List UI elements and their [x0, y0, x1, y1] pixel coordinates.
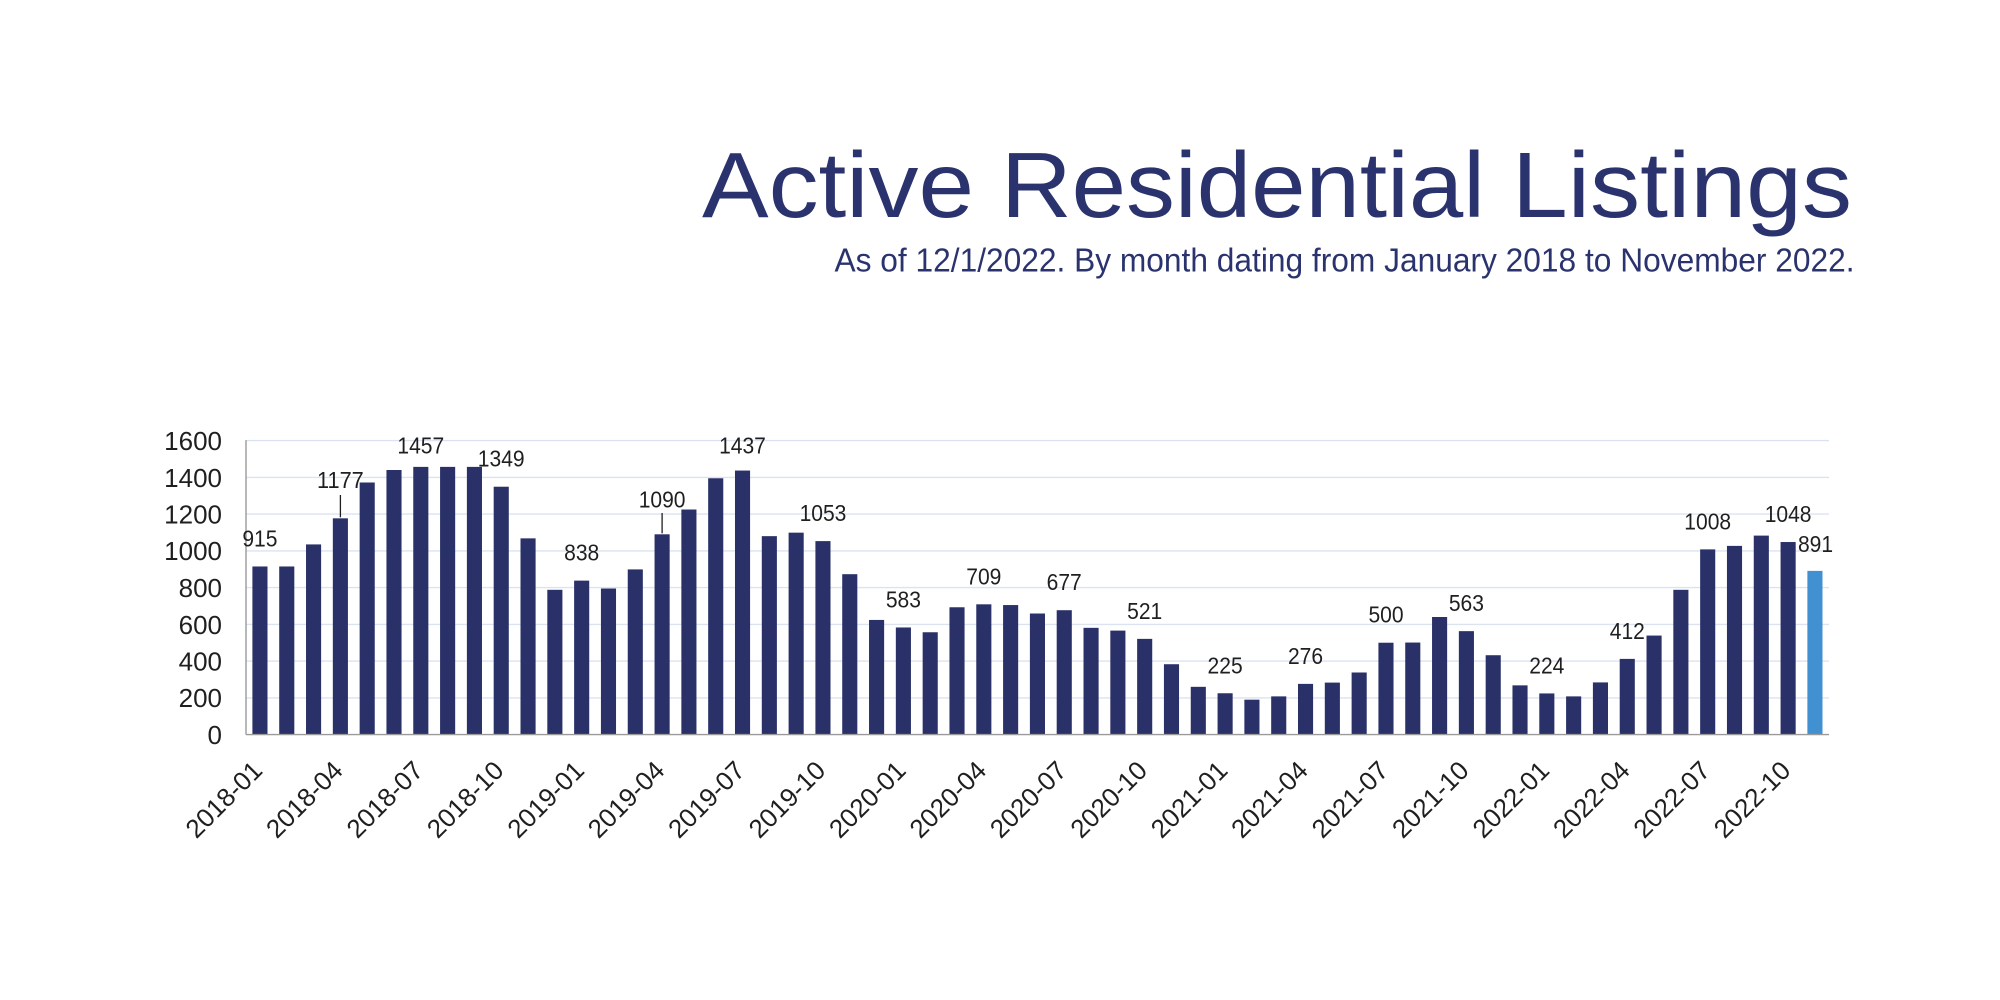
svg-text:1457: 1457 — [397, 433, 444, 459]
svg-text:1400: 1400 — [164, 463, 222, 493]
svg-text:500: 500 — [1368, 602, 1403, 628]
svg-text:563: 563 — [1449, 590, 1484, 616]
svg-text:200: 200 — [179, 683, 222, 713]
svg-text:412: 412 — [1610, 618, 1645, 644]
svg-text:224: 224 — [1529, 652, 1564, 678]
svg-text:1177: 1177 — [317, 467, 364, 493]
svg-text:400: 400 — [179, 647, 222, 677]
svg-text:1349: 1349 — [478, 446, 525, 472]
svg-text:600: 600 — [179, 610, 222, 640]
svg-text:1090: 1090 — [639, 487, 686, 513]
svg-text:1600: 1600 — [164, 426, 222, 456]
svg-text:1008: 1008 — [1684, 508, 1731, 534]
svg-text:583: 583 — [886, 587, 921, 613]
svg-text:Listings: Listings — [1512, 133, 1852, 237]
svg-text:677: 677 — [1047, 569, 1082, 595]
svg-text:As of 12/1/2022. By month dati: As of 12/1/2022. By month dating from Ja… — [835, 243, 1855, 280]
svg-text:1000: 1000 — [164, 536, 222, 566]
svg-text:1437: 1437 — [719, 433, 766, 459]
svg-text:1200: 1200 — [164, 500, 222, 530]
svg-text:1053: 1053 — [800, 500, 847, 526]
svg-text:521: 521 — [1127, 598, 1162, 624]
svg-text:1048: 1048 — [1765, 501, 1812, 527]
svg-text:276: 276 — [1288, 643, 1323, 669]
svg-text:800: 800 — [179, 573, 222, 603]
svg-text:0: 0 — [208, 720, 222, 750]
svg-text:225: 225 — [1208, 652, 1243, 678]
svg-text:915: 915 — [242, 526, 277, 552]
svg-text:Residential: Residential — [1001, 133, 1485, 237]
svg-text:838: 838 — [564, 540, 599, 566]
svg-text:891: 891 — [1798, 531, 1833, 557]
svg-text:Active: Active — [702, 133, 974, 237]
svg-text:709: 709 — [966, 563, 1001, 589]
